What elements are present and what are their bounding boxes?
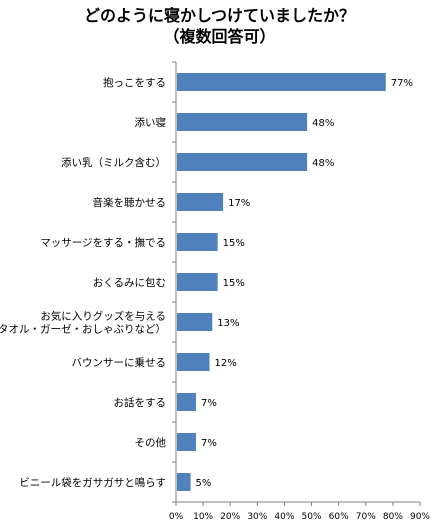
bar bbox=[177, 273, 218, 291]
bar bbox=[177, 153, 308, 171]
bar bbox=[177, 313, 213, 331]
category-label: 添い乳（ミルク含む） bbox=[61, 156, 166, 169]
x-tick-label: 10% bbox=[193, 512, 213, 522]
data-label: 7% bbox=[201, 438, 217, 449]
data-label: 7% bbox=[201, 398, 217, 409]
bar bbox=[177, 233, 218, 251]
x-tick-label: 90% bbox=[410, 512, 430, 522]
x-tick-label: 60% bbox=[329, 512, 349, 522]
category-label: （タオル・ガーゼ・おしゃぶりなど） bbox=[0, 324, 166, 336]
data-label: 15% bbox=[223, 238, 245, 249]
data-label: 77% bbox=[391, 78, 413, 89]
data-label: 5% bbox=[196, 478, 212, 489]
bar bbox=[177, 193, 224, 211]
x-tick-label: 0% bbox=[169, 512, 184, 522]
category-label: その他 bbox=[135, 436, 167, 449]
data-label: 48% bbox=[312, 118, 334, 129]
bar bbox=[177, 433, 196, 451]
x-tick-label: 40% bbox=[274, 512, 294, 522]
category-label: お話をする bbox=[114, 396, 167, 409]
data-label: 48% bbox=[312, 158, 334, 169]
data-label: 12% bbox=[215, 358, 237, 369]
category-label: 音楽を聴かせる bbox=[93, 196, 167, 209]
category-label: 添い寝 bbox=[135, 116, 167, 129]
chart-subtitle: （複数回答可） bbox=[163, 27, 276, 46]
bar bbox=[177, 113, 308, 131]
category-label: マッサージをする・撫でる bbox=[40, 236, 166, 249]
category-label: ビニール袋をガサガサと鳴らす bbox=[19, 476, 166, 489]
data-label: 13% bbox=[217, 318, 239, 329]
bar bbox=[177, 473, 191, 491]
x-tick-label: 70% bbox=[356, 512, 376, 522]
category-label: 抱っこをする bbox=[103, 76, 166, 89]
bar bbox=[177, 353, 210, 371]
category-label: バウンサーに乗せる bbox=[72, 357, 167, 369]
x-tick-label: 50% bbox=[302, 512, 322, 522]
bar bbox=[177, 73, 386, 91]
bar bbox=[177, 393, 196, 411]
data-label: 15% bbox=[223, 278, 245, 289]
x-tick-label: 20% bbox=[220, 512, 240, 522]
category-label: おくるみに包む bbox=[93, 276, 166, 289]
x-tick-label: 30% bbox=[247, 512, 267, 522]
category-label: お気に入りグッズを与える bbox=[40, 310, 166, 323]
data-label: 17% bbox=[228, 198, 250, 209]
chart-title: どのように寝かしつけていましたか？ bbox=[83, 6, 356, 25]
x-tick-label: 80% bbox=[383, 512, 403, 522]
